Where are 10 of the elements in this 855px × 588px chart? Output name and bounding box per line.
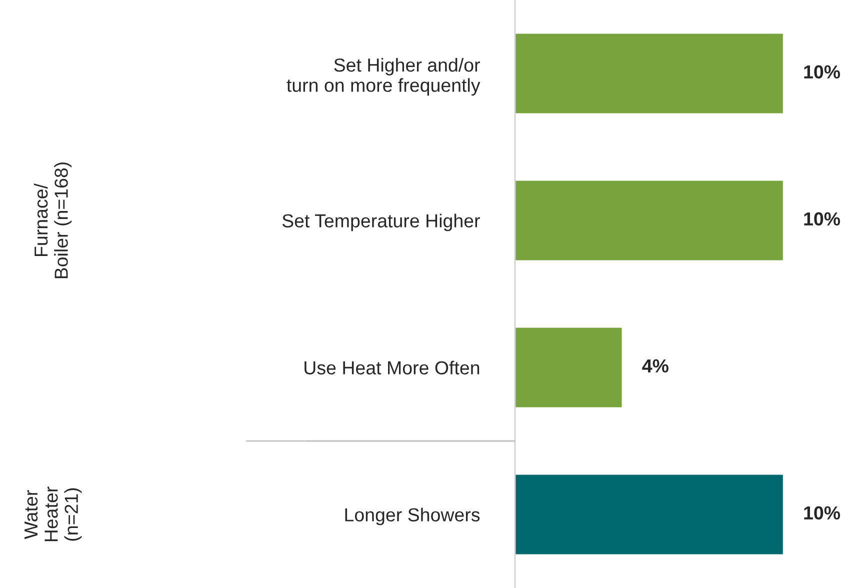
y-tick-label: Set Temperature Higher — [282, 214, 480, 232]
y-tick-label: Use Heat More Often — [304, 360, 480, 374]
data-label: 10% — [804, 506, 840, 520]
data-label: 10% — [804, 65, 840, 79]
text: Water Heater (n=21) — [24, 486, 82, 542]
y-tick-label: Set Higher and/or turn on more frequently — [286, 58, 480, 96]
data-label: 4% — [642, 359, 668, 372]
text: Furnace/ Boiler (n=168) — [34, 162, 72, 278]
data-label: 10% — [804, 212, 840, 226]
y-tick-label: Longer Showers — [345, 508, 480, 526]
